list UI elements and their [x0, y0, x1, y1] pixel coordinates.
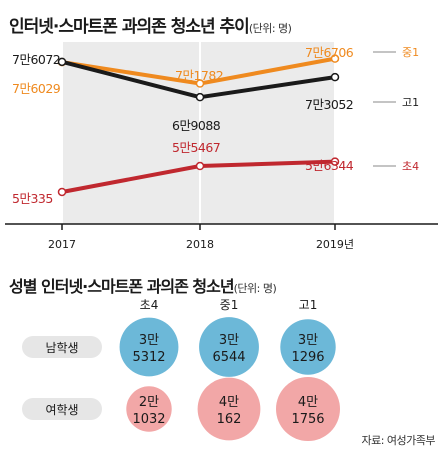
data-point-초4-2017 [57, 187, 67, 197]
bubble-label-top-female-중1: 4만 [219, 395, 239, 410]
data-label-고1-2018: 6만9088 [172, 118, 221, 133]
data-label-중1-2017: 7만6029 [12, 81, 61, 96]
data-point-중1-2018 [195, 79, 205, 88]
column-header-초4: 초4 [140, 298, 159, 312]
row-label-female: 여학생 [45, 403, 78, 417]
bubble-chart-title: 성별 인터넷·스마트폰 과의존 청소년(단위: 명) [9, 273, 277, 297]
source-note: 자료: 여성가족부 [361, 434, 435, 447]
data-point-초4-2018 [195, 161, 205, 171]
bubble-label-top-female-고1: 4만 [298, 395, 318, 410]
row-label-male: 남학생 [45, 341, 78, 355]
row-label-pill-female [22, 398, 102, 420]
data-point-고1-2017 [57, 57, 67, 67]
data-point-초4-2019 [330, 157, 340, 166]
bubble-male-초4 [119, 317, 179, 377]
bubble-male-고1 [280, 319, 336, 375]
bubble-female-고1 [276, 377, 340, 441]
line-chart: 2017 2018 2019년 7만6029 7만1782 7만6706 중1 7만6072 6… [5, 42, 438, 251]
bubble-chart: 초4 중1 고1 남학생 3만 5312 3만 6544 3만 1296 여학생 2만 1032 4만 16… [22, 298, 340, 441]
data-point-고1-2018 [195, 92, 205, 102]
data-label-고1-2017: 7만6072 [12, 52, 60, 67]
row-label-pill-male [22, 336, 102, 358]
line-chart-title: 인터넷·스마트폰 과의존 청소년 추이(단위: 명) [9, 12, 292, 37]
x-tick-label: 2019년 [316, 238, 354, 251]
bubble-label-bottom-male-고1: 1296 [291, 350, 324, 365]
data-label-고1-2019: 7만3052 [305, 97, 353, 112]
bubble-label-top-male-고1: 3만 [298, 333, 318, 348]
bubble-label-bottom-male-초4: 5312 [132, 350, 165, 365]
x-tick-label: 2017 [48, 238, 76, 251]
bubble-label-top-female-초4: 2만 [139, 395, 159, 410]
bubble-male-중1 [199, 317, 259, 377]
data-label-초4-2018: 5만5467 [172, 140, 220, 155]
x-tick-label: 2018 [186, 238, 214, 251]
line-chart-unit: (단위: 명) [248, 22, 292, 35]
legend-label-중1: 중1 [402, 46, 419, 59]
bubble-label-bottom-male-중1: 6544 [212, 350, 245, 365]
column-header-중1: 중1 [220, 298, 239, 312]
data-label-중1-2018: 7만1782 [175, 68, 223, 83]
line-chart-title-text: 인터넷·스마트폰 과의존 청소년 추이 [9, 17, 250, 37]
bubble-label-top-male-초4: 3만 [139, 333, 159, 348]
bubble-chart-title-text: 성별 인터넷·스마트폰 과의존 청소년 [9, 277, 235, 296]
bubble-label-bottom-female-중1: 162 [217, 412, 242, 427]
data-point-고1-2019 [330, 72, 340, 82]
bubble-label-bottom-female-고1: 1756 [291, 412, 324, 427]
data-label-중1-2019: 7만6706 [305, 45, 354, 60]
data-point-중1-2019 [330, 54, 340, 63]
legend-label-초4: 초4 [402, 160, 419, 173]
data-label-초4-2017: 5만335 [12, 191, 53, 206]
data-label-초4-2019: 5만6344 [305, 158, 354, 173]
bubble-female-초4 [126, 386, 172, 432]
bubble-female-중1 [197, 377, 261, 441]
bubble-label-bottom-female-초4: 1032 [132, 412, 165, 427]
legend-label-고1: 고1 [402, 96, 419, 109]
bubble-chart-unit: (단위: 명) [233, 282, 277, 295]
column-header-고1: 고1 [299, 298, 318, 312]
bubble-label-top-male-중1: 3만 [219, 333, 239, 348]
